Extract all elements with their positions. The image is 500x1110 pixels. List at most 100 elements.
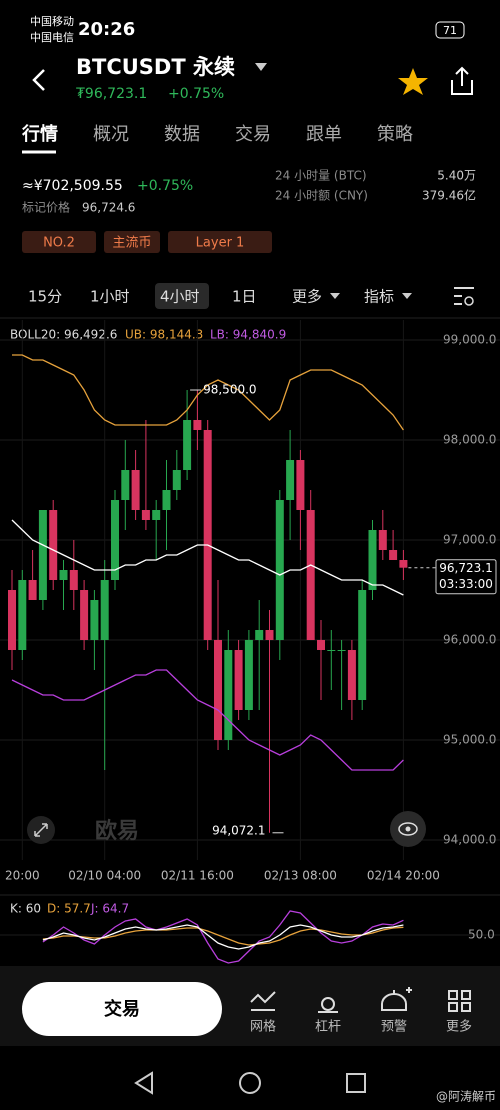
tab[interactable]: 交易 (235, 124, 271, 145)
eye-icon[interactable] (405, 826, 411, 832)
candle-body (162, 490, 171, 510)
candle-body (121, 470, 130, 500)
dropdown-icon[interactable] (402, 293, 412, 299)
candle-body (224, 650, 233, 740)
amount: 379.46亿 (422, 188, 476, 203)
footer-watermark: @阿涛解币 (436, 1089, 496, 1104)
eye-icon[interactable] (398, 822, 418, 836)
amount-label: 24 小时额 (CNY) (275, 189, 368, 203)
boll-mid (11, 519, 404, 596)
candle-body (203, 430, 212, 640)
j-label: J: 64.7 (90, 902, 129, 916)
candle-body (80, 590, 89, 640)
bottom-item[interactable]: 杠杆 (315, 1019, 341, 1035)
trade-button[interactable] (22, 982, 222, 1036)
candle-body (234, 650, 243, 710)
candle-body (8, 590, 16, 650)
share-icon[interactable] (451, 66, 473, 95)
interval-active[interactable] (155, 283, 209, 309)
last-price: 96,723.1 (439, 561, 492, 575)
trade-button-label[interactable]: 交易 (104, 998, 140, 1020)
tab[interactable]: 概况 (93, 124, 129, 145)
candle-body (111, 500, 119, 580)
candle-body (317, 640, 325, 650)
bottom-item[interactable]: 更多 (446, 1019, 472, 1035)
header-price: ₮96,723.1 (76, 86, 147, 102)
candle-body (193, 420, 202, 430)
kdj-j (42, 910, 404, 964)
interval[interactable]: 1小时 (90, 288, 130, 306)
y-tick-label: 97,000.0 (443, 533, 496, 547)
y-tick-label: 50.0 (468, 928, 495, 942)
candle-body (18, 580, 27, 650)
back-button[interactable] (32, 69, 45, 91)
candle-body (152, 510, 161, 520)
tab[interactable]: 跟单 (306, 124, 342, 145)
candle-body (306, 510, 315, 640)
countdown: 03:33:00 (439, 577, 493, 591)
tag-bg (168, 231, 272, 253)
interval[interactable]: 指标 (364, 288, 394, 306)
x-tick-label: 02/14 20:00 (367, 869, 440, 883)
header-change: +0.75% (168, 86, 224, 102)
d-label: D: 57.7 (47, 902, 91, 916)
x-tick-label: 02/10 04:00 (68, 869, 141, 883)
dropdown-icon[interactable] (255, 63, 267, 71)
bottom-icon[interactable] (448, 990, 471, 1012)
cny-price: ≈¥702,509.55 (22, 178, 123, 194)
candle-body (389, 550, 398, 560)
candle-body (131, 470, 140, 510)
tab[interactable]: 策略 (377, 124, 413, 145)
annotation: 94,072.1 (212, 823, 265, 837)
dropdown-icon[interactable] (330, 293, 340, 299)
k-label: K: 60 (10, 902, 41, 916)
bottom-icon[interactable] (250, 991, 276, 1011)
candle-body (183, 420, 192, 470)
candle-body (49, 510, 58, 580)
interval[interactable]: 更多 (292, 288, 322, 306)
tab[interactable]: 行情 (21, 123, 58, 145)
candle-body (296, 460, 305, 510)
tag-bg (104, 231, 160, 253)
bottom-item[interactable]: 网格 (250, 1019, 276, 1035)
boll-lower (11, 669, 404, 771)
interval[interactable]: 15分 (28, 288, 62, 306)
settings-icon[interactable] (464, 296, 474, 306)
tab[interactable]: 数据 (164, 124, 200, 145)
nav-back[interactable] (134, 1071, 153, 1095)
nav-home[interactable] (239, 1072, 261, 1094)
nav-recent[interactable] (346, 1073, 366, 1093)
candle-body (399, 560, 408, 568)
bottom-icon[interactable] (318, 997, 338, 1013)
mark-label: 标记价格 (22, 200, 70, 215)
lb-label: LB: 94,840.9 (210, 328, 286, 342)
bottom-icon[interactable] (381, 987, 412, 1011)
candle-body (255, 630, 264, 640)
candle-body (141, 510, 150, 520)
y-tick-label: 94,000.0 (443, 833, 496, 847)
watermark: 欧易 (95, 818, 139, 844)
candle-body (358, 590, 367, 700)
settings-icon[interactable] (454, 287, 474, 305)
bottom-item[interactable]: 预警 (381, 1019, 407, 1035)
favorite-star[interactable] (398, 68, 428, 95)
y-tick-label: 99,000.0 (443, 333, 496, 347)
annotation: 98,500.0 (203, 383, 256, 397)
interval[interactable]: 1日 (232, 288, 257, 306)
last-price-box (435, 559, 497, 595)
expand-icon[interactable] (34, 823, 48, 837)
interval[interactable]: 4小时 (160, 288, 200, 306)
battery: 71 (443, 24, 457, 37)
mark-price: 96,724.6 (82, 201, 135, 215)
candle-body (327, 650, 336, 651)
symbol-title[interactable]: BTCUSDT 永续 (76, 55, 235, 79)
candle-body (275, 500, 284, 640)
candle-body (286, 460, 295, 500)
candle-body (59, 570, 68, 580)
x-tick-label: 20:00 (5, 869, 40, 883)
carrier: 中国移动 (30, 15, 74, 28)
volume: 5.40万 (437, 169, 476, 183)
